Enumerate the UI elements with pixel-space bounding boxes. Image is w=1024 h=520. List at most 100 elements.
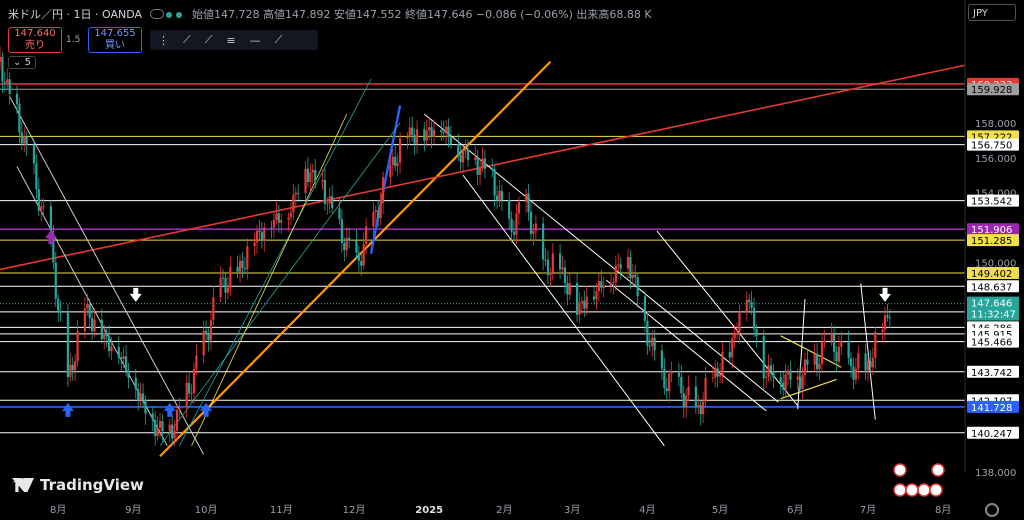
collapse-indicators-button[interactable]: ⌄ 5 — [8, 56, 36, 69]
price-label: 153.542 — [971, 197, 1012, 208]
ray-line-icon[interactable]: ⟋ — [204, 33, 213, 46]
candle-body — [784, 374, 787, 390]
candle-body — [428, 127, 431, 131]
candle-body — [542, 223, 545, 260]
candle-body — [144, 399, 147, 414]
drag-handle-icon[interactable]: ⋮ — [158, 33, 169, 47]
candle-body — [238, 260, 242, 272]
candle-body — [558, 253, 562, 270]
y-tick-label: 156.000 — [975, 154, 1016, 165]
candle-body — [209, 320, 213, 341]
x-tick-label: 9月 — [125, 504, 141, 516]
candle-body — [680, 376, 683, 394]
candle-body — [83, 308, 86, 332]
candle-body — [442, 132, 445, 134]
candle-body — [459, 154, 462, 163]
candle-body — [806, 359, 809, 365]
candle-body — [173, 430, 176, 439]
candle-body — [597, 280, 600, 292]
candle-body — [568, 283, 571, 295]
candle-body — [466, 149, 470, 160]
countdown-label: 11:32:47 — [971, 310, 1016, 321]
candle-body — [226, 287, 230, 293]
candle-body — [280, 219, 283, 223]
candle-body — [651, 337, 654, 346]
candle-body — [357, 252, 360, 261]
candle-body — [32, 144, 36, 164]
price-label: 145.915 — [971, 330, 1012, 341]
flag-yellow-2 — [780, 378, 837, 400]
candle-body — [849, 358, 853, 367]
channel-2-bottom — [605, 279, 767, 412]
trend-line-icon[interactable]: ⟋ — [183, 33, 191, 46]
candle-body — [510, 218, 513, 232]
candle-body — [224, 277, 227, 293]
candle-body — [685, 395, 688, 408]
teal-line-1 — [159, 122, 401, 447]
gear-icon[interactable] — [985, 503, 999, 517]
price-label: 159.928 — [971, 85, 1012, 96]
candle-body — [668, 373, 671, 392]
candle-body — [491, 168, 494, 170]
candle-body — [258, 230, 261, 233]
candle-body — [37, 189, 40, 211]
candle-body — [731, 338, 734, 358]
sell-button[interactable]: 147.640 売り — [8, 27, 62, 53]
candle-body — [665, 388, 668, 392]
candle-body — [260, 232, 263, 241]
candle-body — [188, 382, 191, 394]
channel-bottom — [462, 174, 665, 447]
candle-body — [719, 374, 722, 377]
candle-body — [801, 375, 804, 389]
candle-body — [697, 405, 700, 407]
candle-body — [728, 351, 731, 358]
candle-body — [464, 149, 467, 151]
candle-body — [619, 264, 622, 269]
candle-body — [207, 334, 210, 341]
candle-body — [447, 126, 450, 138]
candle-body — [411, 127, 414, 135]
candle-body — [779, 377, 782, 383]
currency-selector[interactable]: JPY — [968, 4, 1016, 21]
candle-body — [762, 336, 765, 379]
candle-body — [263, 227, 266, 241]
candle-body — [517, 202, 520, 214]
candle-body — [236, 266, 239, 272]
buy-button[interactable]: 147.655 買い — [88, 27, 142, 53]
candle-body — [18, 104, 21, 133]
candle-body — [23, 136, 26, 144]
fib-icon[interactable]: ≡ — [226, 33, 236, 47]
candle-body — [275, 213, 278, 220]
candle-body — [54, 262, 57, 299]
candle-body — [716, 368, 719, 377]
candle-body — [474, 157, 477, 160]
tradingview-logo-icon — [12, 478, 34, 492]
candle-body — [185, 382, 188, 408]
candle-body — [415, 129, 419, 144]
x-tick-label: 11月 — [270, 504, 293, 516]
candle-body — [328, 196, 331, 204]
event-flag-icon — [931, 463, 945, 477]
candle-body — [86, 304, 89, 309]
candle-body — [25, 136, 28, 145]
candle-body — [134, 377, 137, 390]
candle-body — [110, 346, 113, 352]
sell-price: 147.640 — [14, 28, 56, 39]
extended-line-icon[interactable]: ⟋ — [274, 33, 283, 46]
sell-label: 売り — [25, 40, 45, 51]
candle-body — [852, 366, 855, 380]
symbol-title[interactable]: 米ドル／円 · 1日 · OANDA — [8, 8, 142, 21]
eye-icon[interactable] — [150, 9, 164, 19]
candle-body — [755, 328, 758, 337]
candle-body — [297, 192, 300, 194]
candle-body — [646, 320, 649, 346]
candle-body — [551, 253, 554, 273]
candle-body — [289, 212, 293, 218]
candle-body — [161, 421, 164, 432]
current-price-bg — [967, 296, 1019, 321]
candle-body — [445, 126, 448, 134]
x-tick-label: 2月 — [496, 504, 512, 516]
price-label-bg — [967, 83, 1019, 96]
horizontal-line-icon[interactable]: — — [249, 33, 261, 47]
